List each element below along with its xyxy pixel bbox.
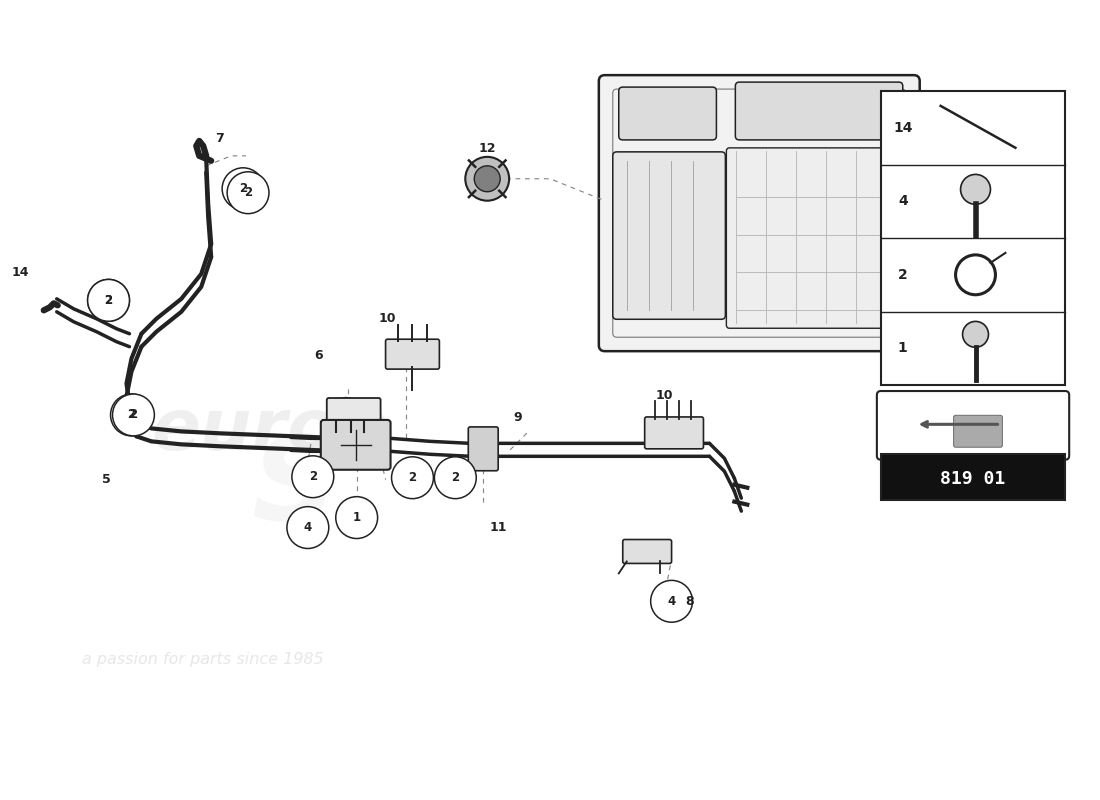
Circle shape xyxy=(336,497,377,538)
FancyBboxPatch shape xyxy=(623,539,672,563)
FancyBboxPatch shape xyxy=(321,420,390,470)
FancyBboxPatch shape xyxy=(881,454,1065,500)
Text: 6: 6 xyxy=(315,349,323,362)
Text: 1: 1 xyxy=(353,511,361,524)
Text: 2: 2 xyxy=(128,409,135,422)
Circle shape xyxy=(88,279,130,322)
Text: europ: europ xyxy=(152,396,388,465)
FancyBboxPatch shape xyxy=(726,148,902,328)
Text: 2: 2 xyxy=(408,471,417,484)
FancyBboxPatch shape xyxy=(736,82,903,140)
Text: 10: 10 xyxy=(656,389,673,402)
Circle shape xyxy=(962,322,989,347)
Circle shape xyxy=(474,166,500,192)
Circle shape xyxy=(392,457,433,498)
Text: 5: 5 xyxy=(102,474,111,486)
Circle shape xyxy=(960,174,990,204)
Text: 4: 4 xyxy=(668,594,675,608)
Text: 14: 14 xyxy=(11,266,29,279)
FancyBboxPatch shape xyxy=(923,290,943,311)
Circle shape xyxy=(110,394,153,436)
Text: 2: 2 xyxy=(104,294,112,307)
Circle shape xyxy=(112,394,154,436)
Circle shape xyxy=(287,506,329,549)
Text: 4: 4 xyxy=(898,194,907,208)
Circle shape xyxy=(222,168,264,210)
Text: 1: 1 xyxy=(898,342,907,355)
FancyBboxPatch shape xyxy=(386,339,439,369)
Circle shape xyxy=(227,172,270,214)
FancyBboxPatch shape xyxy=(881,91,1065,385)
Circle shape xyxy=(434,457,476,498)
Text: 2: 2 xyxy=(898,268,907,282)
Text: 14: 14 xyxy=(893,121,913,135)
Text: 2: 2 xyxy=(451,471,460,484)
Text: 2: 2 xyxy=(104,294,112,307)
Text: 10: 10 xyxy=(378,312,396,325)
Text: 13: 13 xyxy=(918,259,935,272)
FancyBboxPatch shape xyxy=(598,75,920,351)
Circle shape xyxy=(292,456,333,498)
Text: 4: 4 xyxy=(304,521,312,534)
Circle shape xyxy=(650,580,693,622)
Text: 7: 7 xyxy=(214,133,223,146)
Text: S: S xyxy=(251,430,336,545)
Text: a passion for parts since 1985: a passion for parts since 1985 xyxy=(81,652,323,667)
FancyBboxPatch shape xyxy=(619,87,716,140)
FancyBboxPatch shape xyxy=(613,152,725,319)
Text: 2: 2 xyxy=(244,186,252,199)
Text: 2: 2 xyxy=(239,182,248,195)
Text: 9: 9 xyxy=(514,411,522,425)
FancyBboxPatch shape xyxy=(954,415,1002,447)
Circle shape xyxy=(465,157,509,201)
Text: 2: 2 xyxy=(309,470,317,483)
FancyBboxPatch shape xyxy=(877,391,1069,460)
FancyBboxPatch shape xyxy=(469,427,498,470)
Text: 2: 2 xyxy=(130,409,138,422)
Circle shape xyxy=(88,279,130,322)
FancyBboxPatch shape xyxy=(645,417,704,449)
Text: 819 01: 819 01 xyxy=(940,470,1005,488)
FancyBboxPatch shape xyxy=(327,398,381,424)
Text: 12: 12 xyxy=(478,142,496,155)
Text: 8: 8 xyxy=(685,594,694,608)
Text: 11: 11 xyxy=(490,521,507,534)
